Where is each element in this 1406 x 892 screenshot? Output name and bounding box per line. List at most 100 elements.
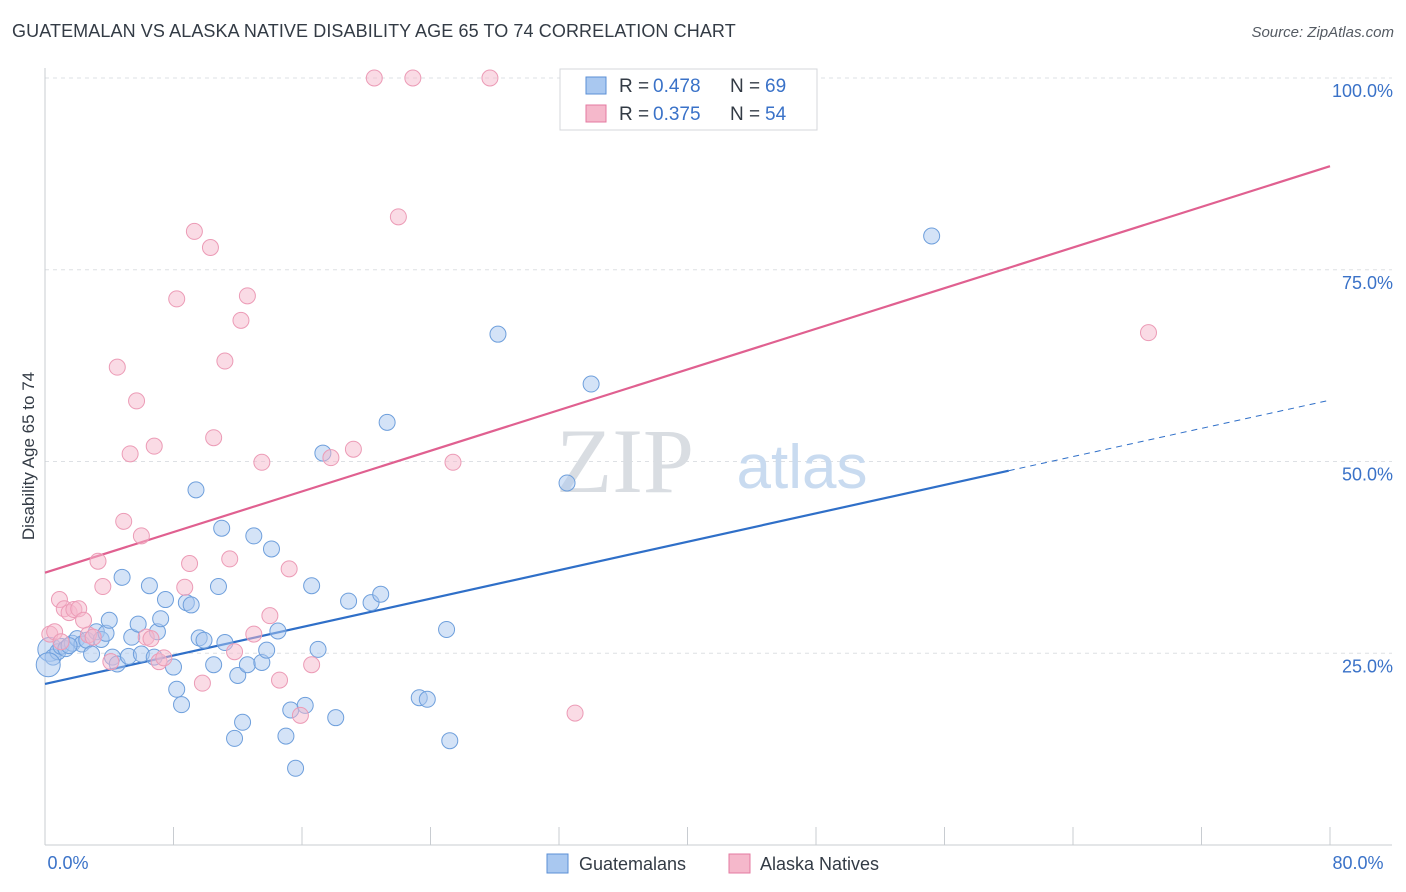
data-point-guatemalans: [258, 641, 276, 659]
trend-line-alaska-natives: [44, 165, 1331, 574]
legend-swatch-guatemalans: [585, 76, 607, 95]
data-point-alaska-natives: [481, 69, 499, 87]
data-point-alaska-natives: [221, 550, 239, 568]
data-point-alaska-natives: [102, 653, 120, 671]
series-guatemalans-points: [35, 227, 941, 777]
data-point-guatemalans: [558, 474, 576, 492]
legend-r-value-1: 0.478: [653, 76, 701, 97]
data-point-guatemalans: [303, 577, 321, 595]
data-point-alaska-natives: [271, 671, 289, 689]
x-tick-label-min: 0.0%: [47, 853, 88, 873]
data-point-guatemalans: [173, 696, 191, 714]
axes: [44, 68, 1392, 846]
data-point-alaska-natives: [280, 560, 298, 578]
data-point-alaska-natives: [155, 649, 173, 667]
data-point-guatemalans: [209, 578, 227, 596]
data-point-guatemalans: [83, 645, 101, 663]
watermark-atlas: atlas: [737, 433, 868, 502]
y-tick-label: 75.0%: [1342, 273, 1393, 293]
data-point-guatemalans: [195, 631, 213, 649]
legend-n-value-1: 69: [765, 76, 786, 97]
data-point-guatemalans: [372, 585, 390, 603]
data-point-alaska-natives: [128, 392, 146, 410]
data-point-guatemalans: [269, 622, 287, 640]
data-point-guatemalans: [234, 713, 252, 731]
data-point-guatemalans: [438, 620, 456, 638]
data-point-alaska-natives: [566, 704, 584, 722]
data-point-guatemalans: [205, 656, 223, 674]
trend-line-guatemalans: [44, 469, 1009, 686]
data-point-alaska-natives: [303, 656, 321, 674]
data-point-alaska-natives: [245, 625, 263, 643]
data-point-alaska-natives: [142, 630, 160, 648]
y-tick-label: 100.0%: [1332, 81, 1393, 101]
data-point-guatemalans: [277, 727, 295, 745]
y-tick-label: 25.0%: [1342, 656, 1393, 676]
data-point-alaska-natives: [444, 453, 462, 471]
data-point-alaska-natives: [365, 69, 383, 87]
data-point-guatemalans: [327, 709, 345, 727]
legend-n-label-1: N =: [730, 76, 760, 97]
data-point-alaska-natives: [145, 437, 163, 455]
data-point-alaska-natives: [261, 607, 279, 625]
y-tick-label: 50.0%: [1342, 465, 1393, 485]
legend-n-value-2: 54: [765, 104, 787, 125]
data-point-guatemalans: [226, 729, 244, 747]
data-point-alaska-natives: [168, 290, 186, 308]
data-point-alaska-natives: [94, 578, 112, 596]
data-point-alaska-natives: [253, 453, 271, 471]
data-point-guatemalans: [113, 568, 131, 586]
watermark-zip: ZIP: [556, 410, 694, 512]
data-point-guatemalans: [129, 615, 147, 633]
data-point-alaska-natives: [226, 643, 244, 661]
data-point-guatemalans: [441, 732, 459, 750]
legend-n-label-2: N =: [730, 104, 760, 125]
series-alaska-natives-points: [41, 69, 1157, 724]
data-point-guatemalans: [309, 640, 327, 658]
data-point-alaska-natives: [389, 208, 407, 226]
data-point-alaska-natives: [291, 706, 309, 724]
data-point-alaska-natives: [238, 287, 256, 305]
data-point-guatemalans: [140, 577, 158, 595]
data-point-alaska-natives: [193, 674, 211, 692]
data-point-alaska-natives: [75, 611, 93, 629]
data-point-guatemalans: [287, 759, 305, 777]
data-point-guatemalans: [418, 690, 436, 708]
data-point-guatemalans: [229, 666, 247, 684]
data-point-guatemalans: [238, 656, 256, 674]
data-point-alaska-natives: [322, 449, 340, 467]
y-axis-label: Disability Age 65 to 74: [19, 372, 38, 540]
data-point-guatemalans: [489, 325, 507, 343]
data-point-alaska-natives: [1139, 324, 1157, 342]
data-point-guatemalans: [378, 413, 396, 431]
data-point-alaska-natives: [115, 512, 133, 530]
chart-title: GUATEMALAN VS ALASKA NATIVE DISABILITY A…: [12, 21, 736, 41]
data-point-guatemalans: [213, 519, 231, 537]
data-point-alaska-natives: [121, 445, 139, 463]
data-point-alaska-natives: [404, 69, 422, 87]
data-point-guatemalans: [35, 652, 61, 678]
legend-r-value-2: 0.375: [653, 104, 701, 125]
x-tick-label-max: 80.0%: [1332, 853, 1383, 873]
legend-r-label-1: R =: [619, 76, 649, 97]
data-point-alaska-natives: [205, 429, 223, 447]
legend-box: R = 0.478 N = 69 R = 0.375 N = 54: [559, 68, 818, 131]
data-point-alaska-natives: [181, 555, 199, 573]
data-point-guatemalans: [182, 596, 200, 614]
data-point-guatemalans: [156, 591, 174, 609]
data-point-alaska-natives: [216, 352, 234, 370]
data-point-guatemalans: [168, 680, 186, 698]
data-point-alaska-natives: [52, 633, 70, 651]
data-point-alaska-natives: [84, 628, 102, 646]
data-point-alaska-natives: [176, 578, 194, 596]
trend-line-guatemalans-extrapolated: [1008, 399, 1331, 472]
grid-lines: [45, 77, 1392, 654]
data-point-alaska-natives: [132, 527, 150, 545]
data-point-guatemalans: [245, 527, 263, 545]
data-point-guatemalans: [582, 375, 600, 393]
bottom-legend-label-alaska-natives: Alaska Natives: [760, 854, 879, 874]
data-point-guatemalans: [187, 481, 205, 499]
data-point-alaska-natives: [344, 440, 362, 458]
data-point-alaska-natives: [201, 239, 219, 257]
